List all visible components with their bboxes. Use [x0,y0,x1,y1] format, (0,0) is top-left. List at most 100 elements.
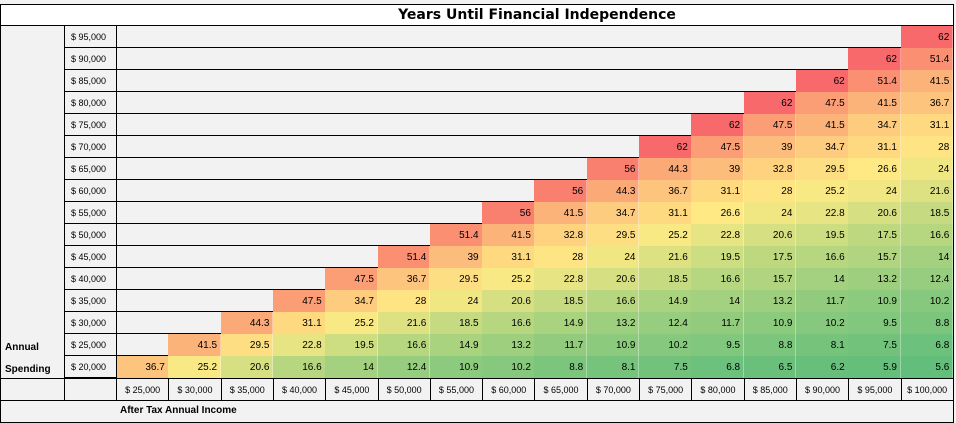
heatmap-cell: 51.4 [900,48,954,70]
row-label: $ 55,000 [71,208,107,218]
heatmap-cell: 9.5 [848,312,901,334]
heatmap-cell: 34.7 [325,290,378,312]
row-separator [65,201,535,202]
heatmap-cell: 34.7 [795,136,849,158]
heatmap-cell: 10.2 [795,312,849,334]
column-label: $ 95,000 [848,379,900,400]
heatmap-cell: 8.8 [534,356,588,378]
heatmap-cell: 12.4 [377,356,431,378]
heatmap-cell: 16.6 [586,290,640,312]
heatmap-cell: 51.4 [848,70,901,92]
heatmap-cell: 5.6 [900,356,954,378]
row-separator [65,333,221,334]
heatmap-cell: 31.1 [272,312,326,334]
heatmap-cell: 24 [848,180,901,202]
heatmap-cell: 47.5 [272,290,326,312]
heatmap-cell: 8.1 [586,356,640,378]
heatmap-cell: 31.1 [848,136,901,158]
heatmap-cell: 18.5 [429,312,483,334]
column-label: $ 90,000 [795,379,848,400]
heatmap-cell: 62 [795,70,849,92]
heatmap-cell: 19.5 [795,224,849,246]
heatmap-cell: 32.8 [534,224,588,246]
heatmap-cell: 6.8 [691,356,745,378]
heatmap-cell: 13.2 [848,268,901,290]
heatmap-cell: 14.9 [639,290,692,312]
row-separator [65,135,692,136]
heatmap-cell: 36.7 [116,356,169,378]
heatmap-cell: 44.3 [639,158,692,180]
column-label: $ 75,000 [639,379,691,400]
heatmap-cell: 7.5 [639,356,692,378]
heatmap-cell: 34.7 [848,114,901,136]
column-label: $ 45,000 [325,379,377,400]
heatmap-cell: 6.2 [795,356,849,378]
heatmap-cell: 7.5 [848,334,901,356]
heatmap-cell: 41.5 [482,224,535,246]
row-separator [65,113,744,114]
row-label: $ 45,000 [71,252,107,262]
heatmap-cell: 56 [482,202,535,224]
heatmap-cell: 29.5 [586,224,640,246]
row-label-divider [116,26,117,378]
heatmap-cell: 18.5 [900,202,954,224]
heatmap-cell: 16.6 [795,246,849,268]
heatmap-cell: 10.2 [900,290,954,312]
heatmap-cell: 14.9 [534,312,588,334]
heatmap-cell: 22.8 [272,334,326,356]
heatmap-cell: 56 [534,180,588,202]
row-label: $ 30,000 [71,318,107,328]
heatmap-cell: 10.9 [743,312,797,334]
heatmap-cell: 47.5 [325,268,378,290]
heatmap-cell: 41.5 [168,334,222,356]
heatmap-cell: 47.5 [795,92,849,114]
row-label: $ 85,000 [71,76,107,86]
heatmap-cell: 24 [586,246,640,268]
heatmap-cell: 18.5 [639,268,692,290]
heatmap-cell: 31.1 [900,114,954,136]
heatmap-cell: 15.7 [743,268,797,290]
y-axis-title-line1: Annual [5,342,39,353]
heatmap-cell: 51.4 [377,246,431,268]
x-axis-title: After Tax Annual Income [120,405,237,416]
heatmap-cell: 24 [900,158,954,180]
row-separator [65,267,378,268]
column-label: $ 40,000 [272,379,325,400]
label-col-border [64,26,65,400]
heatmap-cell: 25.2 [795,180,849,202]
heatmap-cell: 29.5 [795,158,849,180]
row-label: $ 70,000 [71,142,107,152]
heatmap-cell: 13.2 [586,312,640,334]
column-label: $ 35,000 [220,379,273,400]
heatmap-cell: 36.7 [377,268,431,290]
heatmap-cell: 10.9 [429,356,483,378]
heatmap-cell: 47.5 [691,136,745,158]
heatmap-cell: 10.9 [586,334,640,356]
heatmap-cell: 36.7 [900,92,954,114]
row-label: $ 95,000 [71,32,107,42]
column-label: $ 80,000 [691,379,743,400]
row-separator [65,377,116,378]
sheet-title: Years Until Financial Independence [0,4,954,26]
heatmap-cell: 20.6 [586,268,640,290]
row-label: $ 25,000 [71,340,107,350]
heatmap-cell: 31.1 [639,202,692,224]
column-label: $ 55,000 [429,379,482,400]
heatmap-cell: 17.5 [848,224,901,246]
heatmap-cell: 14 [325,356,378,378]
heatmap-cell: 41.5 [795,114,849,136]
column-label: $ 70,000 [586,379,639,400]
heatmap-cell: 62 [848,48,901,70]
heatmap-cell: 28 [900,136,954,158]
heatmap-cell: 16.6 [272,356,326,378]
heatmap-cell: 25.2 [639,224,692,246]
heatmap-cell: 62 [900,26,954,48]
heatmap-cell: 41.5 [534,202,588,224]
heatmap-cell: 19.5 [325,334,378,356]
heatmap-cell: 12.4 [639,312,692,334]
heatmap-cell: 34.7 [586,202,640,224]
heatmap-cell: 14 [691,290,745,312]
heatmap-cell: 31.1 [482,246,535,268]
heatmap-cell: 15.7 [848,246,901,268]
